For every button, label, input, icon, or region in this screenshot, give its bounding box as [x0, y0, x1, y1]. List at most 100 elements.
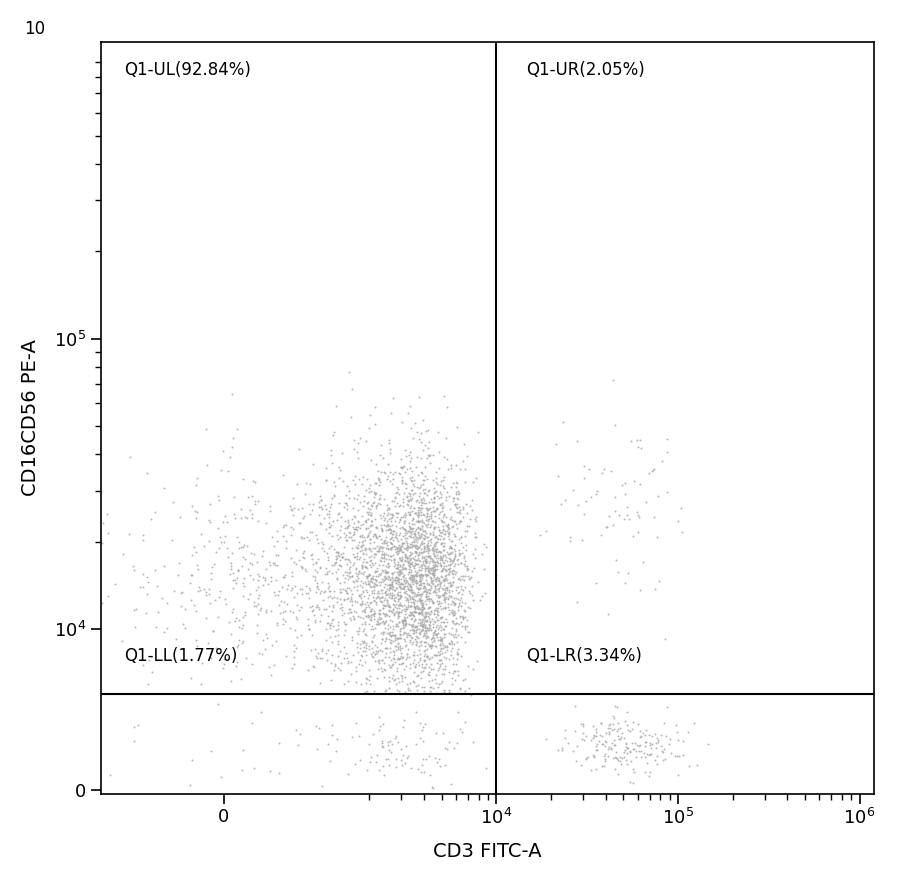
Point	[212, 590, 226, 604]
Point	[434, 545, 448, 559]
Point	[410, 619, 425, 633]
Point	[403, 627, 418, 641]
Point	[398, 522, 412, 536]
Point	[619, 736, 633, 751]
Point	[407, 653, 421, 667]
Point	[225, 605, 240, 619]
Point	[434, 569, 448, 583]
Point	[415, 515, 429, 529]
Point	[379, 631, 393, 645]
Point	[310, 565, 324, 579]
Point	[442, 563, 456, 577]
Point	[363, 568, 377, 582]
Point	[388, 632, 402, 647]
Point	[638, 735, 652, 749]
Point	[405, 517, 419, 531]
Point	[394, 646, 409, 660]
Point	[330, 548, 345, 562]
Point	[403, 445, 418, 460]
Point	[633, 433, 647, 447]
Point	[427, 572, 442, 587]
Point	[437, 389, 452, 403]
Point	[445, 563, 460, 577]
Point	[414, 604, 428, 618]
Point	[401, 593, 415, 607]
Point	[452, 500, 466, 514]
Point	[372, 653, 386, 667]
Point	[405, 513, 419, 527]
Point	[335, 475, 349, 489]
Point	[437, 587, 452, 601]
Point	[436, 630, 451, 644]
Point	[390, 619, 404, 633]
Point	[366, 583, 381, 597]
Point	[608, 738, 622, 752]
Point	[416, 443, 430, 457]
Point	[436, 615, 451, 629]
Point	[314, 575, 329, 589]
Point	[443, 546, 457, 560]
Point	[254, 549, 269, 563]
Point	[383, 474, 397, 488]
Point	[304, 604, 319, 618]
Point	[409, 601, 424, 615]
Point	[367, 547, 382, 561]
Point	[456, 609, 471, 624]
Point	[373, 607, 387, 621]
Point	[410, 508, 425, 522]
Point	[344, 667, 358, 681]
Point	[437, 562, 452, 576]
Point	[417, 615, 431, 629]
Point	[393, 513, 408, 527]
Point	[388, 498, 402, 512]
Point	[398, 552, 412, 566]
Point	[356, 644, 370, 658]
Point	[383, 507, 397, 521]
Point	[66, 470, 80, 484]
Point	[410, 576, 425, 590]
Point	[643, 738, 657, 752]
Point	[444, 648, 458, 662]
Point	[372, 544, 386, 558]
Point	[613, 750, 628, 764]
Point	[367, 607, 382, 621]
Point	[462, 572, 476, 587]
Point	[345, 382, 359, 396]
Point	[423, 583, 437, 597]
Point	[437, 594, 452, 609]
Point	[358, 597, 373, 611]
Point	[287, 623, 302, 637]
Point	[427, 491, 442, 505]
Point	[381, 565, 395, 579]
Point	[434, 575, 448, 589]
Point	[418, 524, 432, 538]
Point	[432, 511, 446, 525]
Point	[426, 564, 440, 578]
Point	[618, 487, 632, 501]
Point	[349, 604, 364, 618]
Point	[383, 660, 398, 674]
Point	[397, 626, 411, 640]
Point	[352, 535, 366, 549]
Point	[343, 565, 357, 579]
Point	[393, 521, 408, 535]
Point	[465, 564, 480, 578]
Point	[422, 449, 436, 463]
Point	[419, 507, 434, 521]
Point	[597, 462, 612, 476]
Point	[415, 501, 429, 515]
Point	[432, 461, 446, 475]
Point	[63, 515, 77, 529]
Point	[388, 542, 402, 557]
Point	[463, 572, 478, 586]
Point	[383, 531, 398, 545]
Point	[185, 548, 199, 562]
Point	[383, 649, 397, 663]
Point	[393, 542, 408, 557]
Point	[327, 590, 341, 604]
Point	[407, 624, 421, 638]
Point	[345, 598, 359, 612]
Point	[325, 591, 339, 605]
Point	[368, 578, 383, 592]
Point	[594, 528, 608, 542]
